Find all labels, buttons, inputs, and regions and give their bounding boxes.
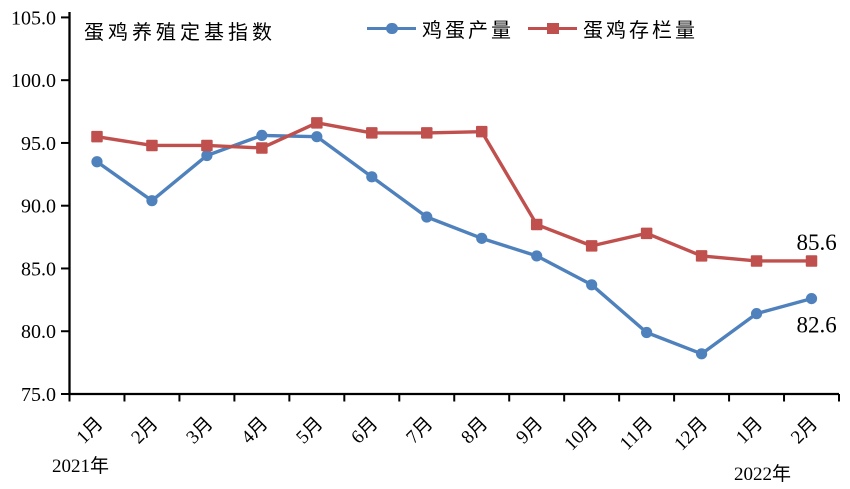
hen-inventory-data-point [805, 255, 818, 267]
egg-production-data-point [421, 211, 433, 223]
egg-production-data-point [146, 195, 158, 207]
hen-inventory-data-point [530, 218, 543, 231]
x-axis-category-label: 1月 [732, 413, 767, 448]
egg-production-data-point [531, 250, 543, 262]
x-axis-category-label: 1月 [73, 413, 108, 448]
y-axis-tick-label: 90.0 [21, 196, 56, 218]
y-axis-tick-label: 105.0 [11, 7, 56, 29]
x-axis-year-label-2021: 2021年 [52, 456, 110, 477]
egg-production-end-value-label: 82.6 [797, 313, 837, 338]
x-axis-category-label: 12月 [670, 413, 712, 455]
hen-inventory-data-point [750, 255, 763, 267]
egg-production-series-line [95, 133, 814, 356]
legend-item-egg-production[interactable]: 鸡蛋产量 [367, 14, 514, 43]
hen-inventory-data-point [695, 250, 708, 262]
egg-production-data-point [586, 279, 598, 291]
egg-production-data-point [256, 129, 268, 142]
x-axis-category-label: 6月 [347, 413, 382, 448]
x-axis-category-label: 3月 [182, 413, 217, 448]
legend: 鸡蛋产量 蛋鸡存栏量 [367, 14, 698, 43]
hen-inventory-data-point [585, 240, 598, 252]
hen-inventory-data-point [146, 139, 158, 152]
y-axis-tick-label: 95.0 [21, 133, 56, 155]
egg-production-data-point [476, 232, 488, 244]
x-axis-category-label: 10月 [560, 413, 602, 455]
egg-production-data-point [91, 156, 103, 168]
egg-production-data-point [201, 149, 213, 162]
hen-inventory-data-point [91, 130, 103, 143]
hen-inventory-series-swatch [528, 22, 577, 35]
x-axis-category-label: 9月 [512, 413, 547, 448]
hen-inventory-end-value-label: 85.6 [797, 230, 837, 255]
egg-production-data-point [805, 292, 818, 305]
circle-marker-icon [386, 22, 398, 35]
x-axis-year-label-2022: 2022年 [734, 464, 792, 485]
hen-inventory-data-point [421, 127, 433, 139]
hen-inventory-data-point [256, 142, 268, 154]
hen-inventory-series-line [95, 121, 814, 263]
x-axis-category-label: 8月 [457, 413, 492, 448]
egg-production-data-point [695, 348, 708, 360]
x-axis-category-label: 5月 [292, 413, 327, 448]
egg-production-data-point [366, 171, 378, 183]
legend-item-hen-inventory[interactable]: 蛋鸡存栏量 [528, 14, 698, 43]
x-axis-category-label: 7月 [402, 413, 437, 448]
legend-label-hen-inventory: 蛋鸡存栏量 [583, 20, 698, 42]
chart-title: 蛋鸡养殖定基指数 [84, 22, 276, 44]
egg-production-data-point [311, 131, 323, 143]
y-axis-tick-label: 80.0 [21, 321, 56, 343]
x-axis-category-label: 2月 [787, 413, 822, 448]
hen-inventory-data-point [640, 227, 653, 240]
egg-production-data-point [641, 326, 653, 339]
hen-inventory-data-point [366, 127, 378, 139]
x-axis-category-label: 2月 [127, 413, 162, 448]
hen-inventory-data-point [311, 117, 323, 129]
x-axis-category-label: 11月 [616, 413, 657, 454]
square-marker-icon [547, 22, 559, 35]
y-axis-tick-label: 100.0 [11, 70, 56, 92]
y-axis-tick-label: 85.0 [21, 258, 56, 280]
legend-label-egg-production: 鸡蛋产量 [422, 20, 514, 42]
x-axis-category-label: 4月 [237, 413, 272, 448]
y-axis-tick-label: 75.0 [21, 384, 56, 406]
hen-inventory-data-point [201, 139, 213, 152]
egg-production-series-swatch [367, 22, 416, 35]
egg-production-data-point [750, 308, 763, 320]
hen-inventory-data-point [475, 125, 488, 138]
